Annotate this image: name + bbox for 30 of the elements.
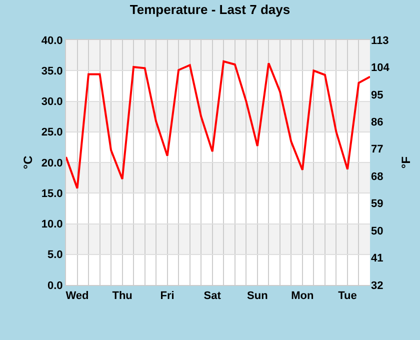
y2-tick-label: 59 [371, 198, 384, 210]
y2-tick-label: 32 [371, 280, 384, 292]
y2-tick-label: 50 [371, 225, 384, 238]
y2-tick-label: 104 [371, 62, 390, 74]
y-tick-label: 30.0 [41, 96, 63, 108]
y-tick-label: 10.0 [41, 218, 63, 231]
x-tick-label: Sun [247, 290, 268, 302]
x-tick-label: Mon [291, 290, 314, 302]
x-tick-label: Tue [338, 290, 357, 302]
y-tick-label: 0.0 [48, 280, 63, 292]
x-tick-label: Wed [66, 290, 89, 302]
x-tick-label: Fri [160, 290, 174, 302]
x-tick-label: Sat [204, 290, 222, 302]
y-axis-title: °C [21, 155, 35, 170]
line-series [66, 60, 370, 190]
chart-title: Temperature - Last 7 days [130, 2, 290, 18]
y-tick-label: 35.0 [41, 65, 63, 78]
y-tick-label: 40.0 [41, 34, 63, 47]
y-tick-label: 15.0 [41, 188, 63, 200]
y2-tick-label: 113 [371, 34, 389, 47]
y-tick-label: 5.0 [48, 249, 63, 262]
y2-axis-title: °F [399, 156, 413, 169]
y2-tick-label: 41 [371, 252, 384, 265]
y-tick-label: 20.0 [41, 157, 63, 170]
y2-tick-label: 86 [371, 116, 384, 129]
y2-tick-label: 95 [371, 89, 384, 102]
x-tick-label: Thu [112, 290, 132, 302]
y-tick-label: 25.0 [41, 126, 63, 139]
y2-tick-label: 68 [371, 170, 384, 183]
y2-tick-label: 77 [371, 144, 384, 156]
